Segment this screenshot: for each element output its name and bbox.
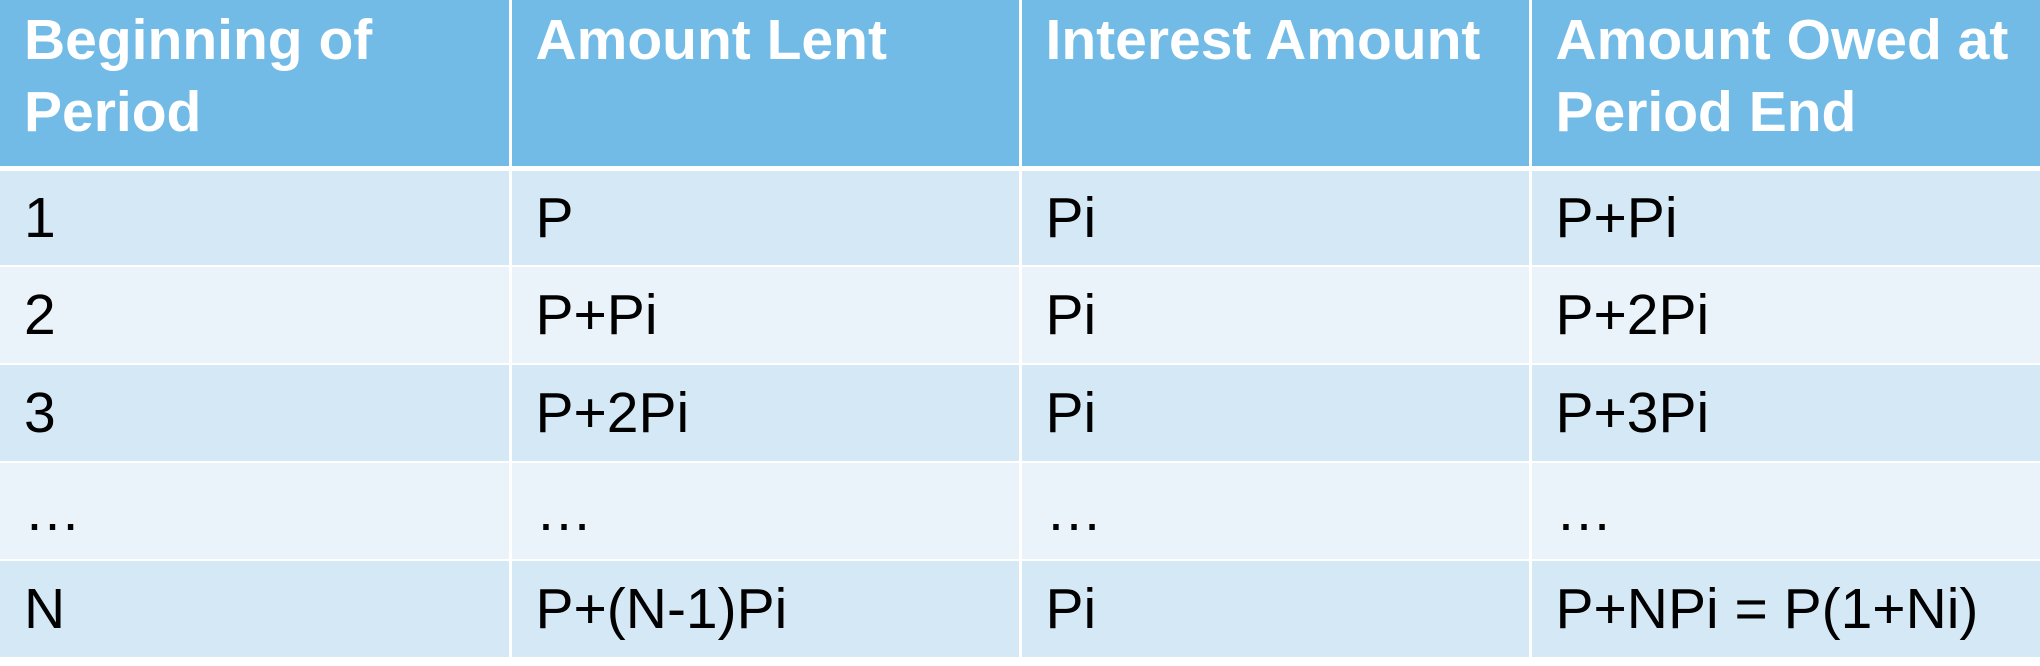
cell-period: 2 (0, 266, 512, 365)
cell-amount-owed: P+Pi (1530, 168, 2040, 267)
header-amount-owed: Amount Owed at Period End (1530, 0, 2040, 171)
header-beginning-of-period: Beginning of Period (0, 0, 512, 171)
cell-interest-amount: … (1020, 462, 1532, 561)
header-amount-lent: Amount Lent (510, 0, 1022, 171)
table-header: Beginning of Period Amount Lent Interest… (0, 0, 2040, 171)
cell-amount-lent: P+2Pi (510, 364, 1022, 463)
table-body: 1 P Pi P+Pi 2 P+Pi Pi P+2Pi 3 P+2Pi Pi P… (0, 168, 2040, 659)
header-interest-amount: Interest Amount (1020, 0, 1532, 171)
table-row: 2 P+Pi Pi P+2Pi (0, 266, 2040, 365)
header-row: Beginning of Period Amount Lent Interest… (0, 0, 2040, 171)
cell-amount-lent: P (510, 168, 1022, 267)
cell-amount-owed: P+3Pi (1530, 364, 2040, 463)
table-row: … … … … (0, 462, 2040, 561)
cell-period: N (0, 560, 512, 659)
cell-amount-lent: P+(N-1)Pi (510, 560, 1022, 659)
cell-interest-amount: Pi (1020, 364, 1532, 463)
cell-interest-amount: Pi (1020, 266, 1532, 365)
cell-interest-amount: Pi (1020, 560, 1532, 659)
table-row: N P+(N-1)Pi Pi P+NPi = P(1+Ni) (0, 560, 2040, 659)
cell-period: 3 (0, 364, 512, 463)
cell-amount-lent: P+Pi (510, 266, 1022, 365)
cell-amount-owed: P+NPi = P(1+Ni) (1530, 560, 2040, 659)
table-row: 1 P Pi P+Pi (0, 168, 2040, 267)
cell-period: 1 (0, 168, 512, 267)
cell-amount-owed: … (1530, 462, 2040, 561)
cell-amount-lent: … (510, 462, 1022, 561)
cell-amount-owed: P+2Pi (1530, 266, 2040, 365)
cell-interest-amount: Pi (1020, 168, 1532, 267)
table-row: 3 P+2Pi Pi P+3Pi (0, 364, 2040, 463)
cell-period: … (0, 462, 512, 561)
